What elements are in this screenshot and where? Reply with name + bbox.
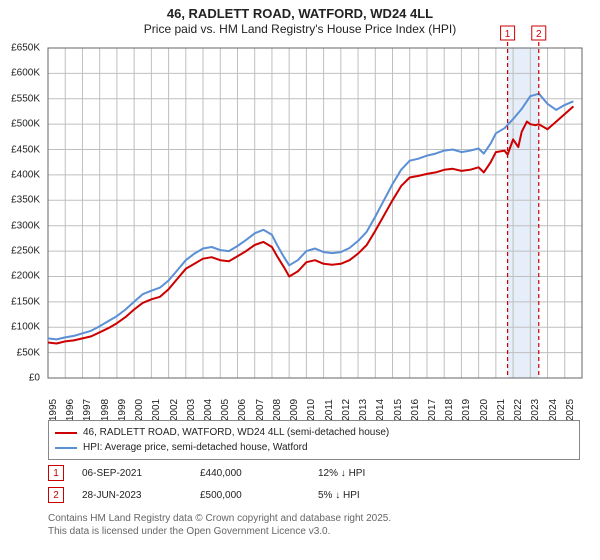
legend-swatch-1 — [55, 447, 77, 449]
chart-svg: 12 — [48, 48, 582, 378]
legend-item-0: 46, RADLETT ROAD, WATFORD, WD24 4LL (sem… — [55, 425, 573, 440]
x-tick-label: 2012 — [341, 399, 352, 421]
x-tick-label: 2019 — [461, 399, 472, 421]
x-tick-label: 2007 — [255, 399, 266, 421]
x-tick-label: 2004 — [203, 399, 214, 421]
marker-row-0: 1 06-SEP-2021 £440,000 12% ↓ HPI — [48, 462, 580, 484]
footnote-line2: This data is licensed under the Open Gov… — [48, 525, 391, 538]
marker-table: 1 06-SEP-2021 £440,000 12% ↓ HPI 2 28-JU… — [48, 462, 580, 506]
svg-text:1: 1 — [505, 29, 511, 40]
x-tick-label: 2021 — [496, 399, 507, 421]
x-tick-label: 2024 — [548, 399, 559, 421]
x-tick-label: 2009 — [289, 399, 300, 421]
chart-plot-area: 12 — [48, 48, 582, 378]
x-tick-label: 2015 — [393, 399, 404, 421]
x-tick-label: 1997 — [82, 399, 93, 421]
x-tick-label: 2025 — [565, 399, 576, 421]
marker-date-0: 06-SEP-2021 — [82, 468, 182, 479]
footnote: Contains HM Land Registry data © Crown c… — [48, 512, 391, 538]
x-tick-label: 2006 — [237, 399, 248, 421]
y-tick-label: £300K — [11, 220, 40, 231]
x-tick-label: 2005 — [220, 399, 231, 421]
x-tick-label: 2001 — [151, 399, 162, 421]
y-tick-label: £200K — [11, 271, 40, 282]
legend-swatch-0 — [55, 432, 77, 434]
x-tick-label: 1998 — [100, 399, 111, 421]
marker-date-1: 28-JUN-2023 — [82, 490, 182, 501]
marker-price-0: £440,000 — [200, 468, 300, 479]
x-tick-label: 2023 — [530, 399, 541, 421]
legend-item-1: HPI: Average price, semi-detached house,… — [55, 440, 573, 455]
x-tick-label: 2014 — [375, 399, 386, 421]
x-tick-label: 1996 — [65, 399, 76, 421]
x-tick-label: 2022 — [513, 399, 524, 421]
y-tick-label: £600K — [11, 68, 40, 79]
x-tick-label: 2017 — [427, 399, 438, 421]
y-tick-label: £50K — [17, 347, 40, 358]
x-tick-label: 2016 — [410, 399, 421, 421]
y-tick-label: £100K — [11, 322, 40, 333]
x-tick-label: 2018 — [444, 399, 455, 421]
y-tick-label: £350K — [11, 195, 40, 206]
x-tick-label: 2002 — [169, 399, 180, 421]
legend: 46, RADLETT ROAD, WATFORD, WD24 4LL (sem… — [48, 420, 580, 460]
x-tick-label: 2000 — [134, 399, 145, 421]
x-axis: 1995 1996 1997 1998 1999 2000 2001 2002 2003 2004… — [48, 380, 582, 420]
x-tick-label: 1999 — [117, 399, 128, 421]
marker-badge-0: 1 — [48, 465, 64, 481]
x-tick-label: 2013 — [358, 399, 369, 421]
x-tick-label: 2011 — [324, 399, 335, 421]
y-axis: £0£50K£100K£150K£200K£250K£300K£350K£400… — [0, 48, 44, 378]
title-line1: 46, RADLETT ROAD, WATFORD, WD24 4LL — [0, 6, 600, 22]
y-tick-label: £400K — [11, 169, 40, 180]
marker-row-1: 2 28-JUN-2023 £500,000 5% ↓ HPI — [48, 484, 580, 506]
x-tick-label: 2020 — [479, 399, 490, 421]
legend-label-0: 46, RADLETT ROAD, WATFORD, WD24 4LL (sem… — [83, 425, 389, 440]
footnote-line1: Contains HM Land Registry data © Crown c… — [48, 512, 391, 525]
svg-text:2: 2 — [536, 29, 542, 40]
x-tick-label: 2008 — [272, 399, 283, 421]
y-tick-label: £150K — [11, 296, 40, 307]
legend-label-1: HPI: Average price, semi-detached house,… — [83, 440, 308, 455]
x-tick-label: 2010 — [306, 399, 317, 421]
marker-delta-0: 12% ↓ HPI — [318, 468, 418, 479]
x-tick-label: 2003 — [186, 399, 197, 421]
y-tick-label: £250K — [11, 246, 40, 257]
x-tick-label: 1995 — [48, 399, 59, 421]
y-tick-label: £550K — [11, 93, 40, 104]
y-tick-label: £0 — [29, 373, 40, 384]
y-tick-label: £650K — [11, 43, 40, 54]
marker-delta-1: 5% ↓ HPI — [318, 490, 418, 501]
y-tick-label: £500K — [11, 119, 40, 130]
y-tick-label: £450K — [11, 144, 40, 155]
marker-badge-1: 2 — [48, 487, 64, 503]
marker-price-1: £500,000 — [200, 490, 300, 501]
